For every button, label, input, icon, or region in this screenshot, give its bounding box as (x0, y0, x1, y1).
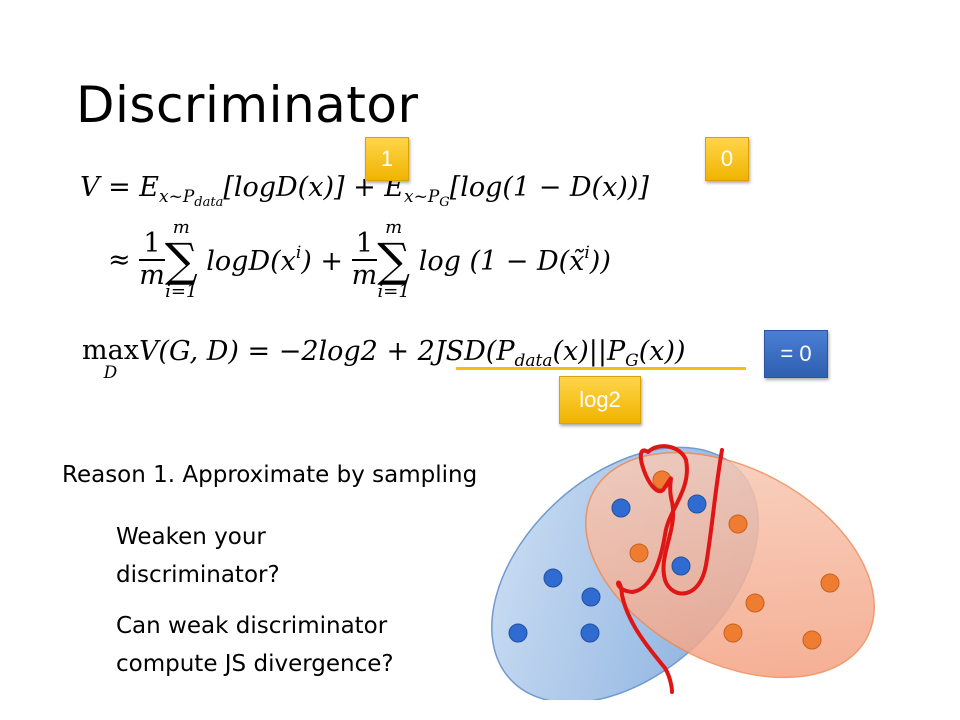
eq1-sub1: x~P (159, 187, 195, 207)
blue-sample-dot (543, 568, 563, 588)
badge-log2: log2 (559, 376, 641, 424)
eq2-approx: ≈ (108, 244, 131, 276)
orange-distribution-ellipse (585, 451, 875, 679)
orange-sample-dot (745, 593, 765, 613)
red-decision-boundary (616, 444, 724, 694)
eq1-lhs: V = E (80, 172, 159, 203)
blue-sample-dot (508, 623, 528, 643)
blue-sample-dot (687, 494, 707, 514)
equation-line-2: ≈ 1 m m ∑ i=1 logD(xi) + 1 m m ∑ i=1 log (1 − D(… (108, 218, 611, 302)
eq3-sub2: G (625, 351, 639, 371)
eq2-term1: logD(xi) + (206, 243, 344, 277)
weaken-line-1: Weaken your (116, 524, 266, 550)
badge-equals-zero: = 0 (764, 330, 828, 378)
equation-line-3: max D V(G, D) = −2log2 + 2JSD(Pdata(x)||PG… (82, 335, 686, 383)
weaken-question: Weaken your discriminator? (116, 518, 280, 594)
eq3-max: max D (82, 335, 139, 383)
eq3-sub1: data (514, 351, 553, 371)
eq2-term2: log (1 − D(x̃i)) (418, 243, 611, 277)
slide-title: Discriminator (76, 76, 419, 134)
badge-zero: 0 (705, 137, 749, 181)
can-question: Can weak discriminator compute JS diverg… (116, 607, 394, 683)
reason-text: Reason 1. Approximate by sampling (62, 462, 478, 488)
eq1-sub2: x~P (404, 187, 440, 207)
eq3-mid: (x)||P (552, 336, 626, 367)
eq1-sub1b: data (194, 195, 224, 210)
can-line-2: compute JS divergence? (116, 651, 394, 677)
can-line-1: Can weak discriminator (116, 613, 388, 639)
badge-one: 1 (365, 137, 409, 181)
eq1-term2: [log(1 − D(x))] (449, 172, 649, 203)
eq2-sum-2: m ∑ i=1 (377, 217, 411, 302)
eq2-sum-1: m ∑ i=1 (164, 217, 198, 302)
blue-sample-dot (581, 587, 601, 607)
orange-sample-dot (802, 630, 822, 650)
distribution-illustration (491, 444, 875, 700)
eq3-end: (x)) (638, 336, 686, 367)
orange-sample-dot (629, 543, 649, 563)
orange-sample-dot (728, 514, 748, 534)
eq3-body: V(G, D) = −2log2 + 2JSD(P (138, 336, 515, 367)
eq1-sub2b: G (439, 195, 450, 210)
orange-sample-dot (723, 623, 743, 643)
jsd-underline (456, 367, 746, 370)
orange-sample-dot (820, 573, 840, 593)
blue-sample-dot (611, 498, 631, 518)
blue-sample-dot (671, 556, 691, 576)
blue-sample-dot (580, 623, 600, 643)
weaken-line-2: discriminator? (116, 562, 280, 588)
